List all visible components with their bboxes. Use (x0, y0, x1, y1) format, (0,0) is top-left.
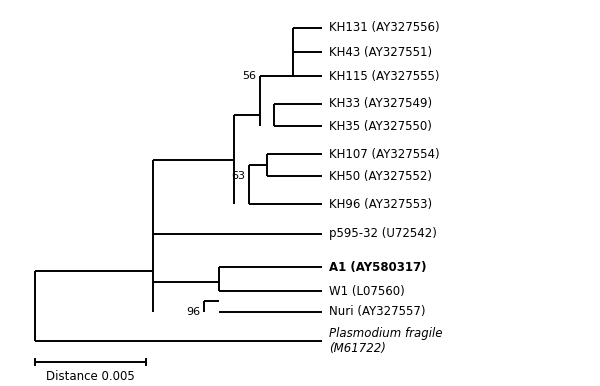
Text: 96: 96 (187, 306, 201, 317)
Text: KH43 (AY327551): KH43 (AY327551) (329, 46, 432, 59)
Text: Plasmodium fragile
(M61722): Plasmodium fragile (M61722) (329, 327, 442, 356)
Text: 63: 63 (231, 171, 245, 181)
Text: KH35 (AY327550): KH35 (AY327550) (329, 120, 431, 133)
Text: Nuri (AY327557): Nuri (AY327557) (329, 305, 425, 318)
Text: KH50 (AY327552): KH50 (AY327552) (329, 170, 431, 183)
Text: KH115 (AY327555): KH115 (AY327555) (329, 70, 439, 83)
Text: KH96 (AY327553): KH96 (AY327553) (329, 198, 432, 211)
Text: KH33 (AY327549): KH33 (AY327549) (329, 98, 432, 110)
Text: A1 (AY580317): A1 (AY580317) (329, 261, 426, 274)
Text: p595-32 (U72542): p595-32 (U72542) (329, 227, 437, 240)
Text: 56: 56 (242, 71, 256, 81)
Text: Distance 0.005: Distance 0.005 (46, 370, 135, 383)
Text: KH107 (AY327554): KH107 (AY327554) (329, 147, 439, 161)
Text: W1 (L07560): W1 (L07560) (329, 285, 404, 298)
Text: KH131 (AY327556): KH131 (AY327556) (329, 22, 439, 34)
